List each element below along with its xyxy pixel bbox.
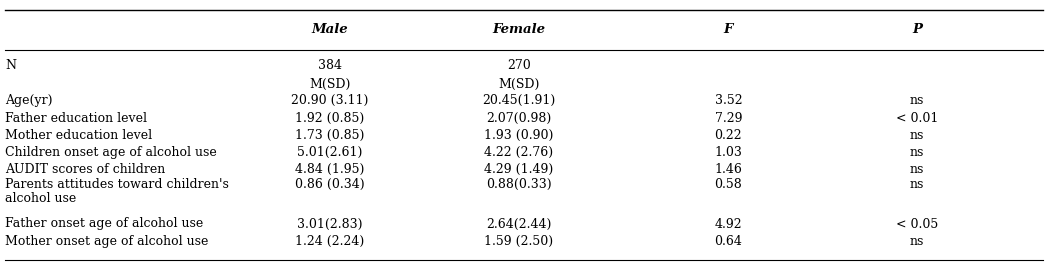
Text: 4.22 (2.76): 4.22 (2.76) [484, 146, 553, 159]
Text: F: F [724, 23, 733, 36]
Text: 1.92 (0.85): 1.92 (0.85) [296, 112, 365, 125]
Text: 4.29 (1.49): 4.29 (1.49) [484, 163, 553, 176]
Text: M(SD): M(SD) [309, 78, 351, 90]
Text: P: P [912, 23, 922, 36]
Text: 0.58: 0.58 [715, 178, 742, 191]
Text: 1.93 (0.90): 1.93 (0.90) [484, 129, 553, 142]
Text: 4.84 (1.95): 4.84 (1.95) [296, 163, 365, 176]
Text: 2.07(0.98): 2.07(0.98) [486, 112, 551, 125]
Text: Male: Male [312, 23, 348, 36]
Text: 1.73 (0.85): 1.73 (0.85) [296, 129, 365, 142]
Text: 384: 384 [319, 59, 342, 72]
Text: M(SD): M(SD) [498, 78, 540, 90]
Text: Children onset age of alcohol use: Children onset age of alcohol use [5, 146, 217, 159]
Text: alcohol use: alcohol use [5, 192, 77, 205]
Text: 3.01(2.83): 3.01(2.83) [298, 218, 363, 230]
Text: ns: ns [910, 235, 924, 248]
Text: Female: Female [493, 23, 545, 36]
Text: N: N [5, 59, 16, 72]
Text: Father onset age of alcohol use: Father onset age of alcohol use [5, 218, 203, 230]
Text: < 0.01: < 0.01 [896, 112, 938, 125]
Text: Mother education level: Mother education level [5, 129, 152, 142]
Text: ns: ns [910, 146, 924, 159]
Text: 0.22: 0.22 [715, 129, 742, 142]
Text: 20.45(1.91): 20.45(1.91) [482, 94, 555, 107]
Text: ns: ns [910, 163, 924, 176]
Text: 7.29: 7.29 [715, 112, 742, 125]
Text: 2.64(2.44): 2.64(2.44) [486, 218, 551, 230]
Text: < 0.05: < 0.05 [896, 218, 938, 230]
Text: ns: ns [910, 178, 924, 191]
Text: 0.64: 0.64 [715, 235, 742, 248]
Text: 5.01(2.61): 5.01(2.61) [298, 146, 363, 159]
Text: 1.24 (2.24): 1.24 (2.24) [296, 235, 365, 248]
Text: Mother onset age of alcohol use: Mother onset age of alcohol use [5, 235, 209, 248]
Text: Parents attitudes toward children's: Parents attitudes toward children's [5, 178, 230, 191]
Text: 4.92: 4.92 [715, 218, 742, 230]
Text: 1.46: 1.46 [715, 163, 742, 176]
Text: 3.52: 3.52 [715, 94, 742, 107]
Text: AUDIT scores of children: AUDIT scores of children [5, 163, 166, 176]
Text: 0.86 (0.34): 0.86 (0.34) [296, 178, 365, 191]
Text: Age(yr): Age(yr) [5, 94, 52, 107]
Text: 1.59 (2.50): 1.59 (2.50) [484, 235, 553, 248]
Text: Father education level: Father education level [5, 112, 147, 125]
Text: 270: 270 [507, 59, 530, 72]
Text: 20.90 (3.11): 20.90 (3.11) [291, 94, 369, 107]
Text: ns: ns [910, 129, 924, 142]
Text: 1.03: 1.03 [715, 146, 742, 159]
Text: 0.88(0.33): 0.88(0.33) [486, 178, 551, 191]
Text: ns: ns [910, 94, 924, 107]
